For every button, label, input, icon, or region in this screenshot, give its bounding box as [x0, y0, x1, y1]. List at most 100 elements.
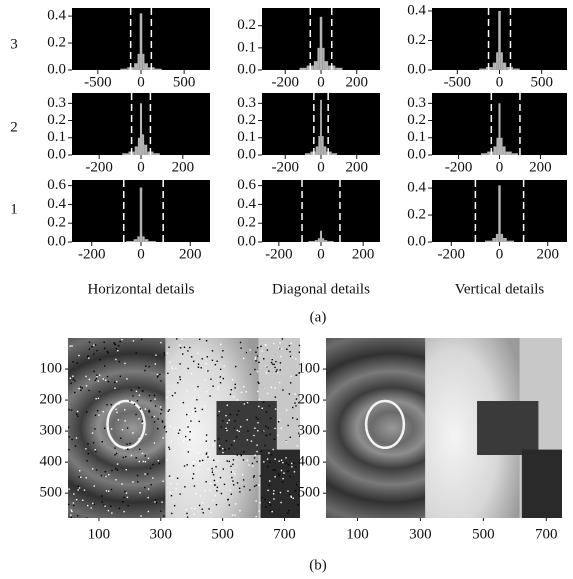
speckle — [68, 488, 70, 490]
histogram-bar — [513, 68, 520, 70]
y-tick-label: 0.4 — [47, 8, 66, 24]
speckle — [229, 393, 232, 396]
x-tick-label: -500 — [84, 74, 112, 90]
y-tick-label: 0.2 — [407, 32, 426, 48]
speckle — [113, 343, 116, 345]
speckle — [240, 453, 242, 456]
speckle — [141, 420, 144, 423]
speckle — [211, 467, 213, 470]
x-tick-label: 0 — [496, 246, 504, 262]
speckle — [148, 410, 150, 413]
speckle — [289, 351, 291, 353]
speckle — [160, 412, 162, 415]
speckle — [158, 462, 160, 465]
speckle — [129, 400, 131, 402]
speckle — [272, 448, 274, 451]
speckle — [258, 361, 260, 364]
x-tick-label: 200 — [179, 246, 202, 262]
speckle — [246, 402, 249, 404]
speckle — [167, 391, 169, 393]
dark-column — [260, 449, 300, 518]
speckle — [166, 459, 168, 461]
speckle — [115, 408, 117, 411]
speckle — [94, 379, 96, 381]
histogram-bar — [322, 47, 325, 70]
speckle — [289, 355, 292, 358]
histogram-bar — [331, 153, 338, 155]
speckle — [278, 475, 281, 477]
y-tick-label: 300 — [40, 423, 63, 439]
speckle — [266, 392, 269, 395]
speckle — [254, 427, 256, 429]
histogram-bar — [148, 241, 156, 242]
speckle — [225, 427, 227, 430]
speckle — [273, 490, 275, 492]
speckle — [218, 410, 220, 413]
speckle — [175, 367, 177, 370]
speckle — [272, 493, 275, 495]
x-tick-label: 0 — [137, 159, 145, 175]
speckle — [205, 391, 208, 393]
speckle — [276, 369, 278, 371]
speckle — [157, 427, 159, 430]
y-tick-label: 0.1 — [407, 129, 426, 145]
y-tick-label: 100 — [40, 360, 63, 376]
speckle — [163, 352, 165, 354]
x-tick-label: 300 — [150, 526, 173, 542]
speckle — [222, 420, 224, 422]
speckle — [86, 411, 88, 413]
speckle — [201, 358, 203, 360]
speckle — [290, 496, 293, 498]
speckle — [258, 398, 261, 401]
speckle — [231, 476, 233, 479]
speckle — [265, 411, 268, 413]
histogram-bar — [335, 67, 343, 70]
speckle — [87, 452, 89, 455]
speckle — [98, 414, 100, 416]
speckle — [142, 460, 144, 463]
x-tick-label: 0 — [496, 159, 504, 175]
speckle — [154, 498, 157, 501]
speckle — [147, 473, 149, 475]
speckle — [249, 373, 252, 376]
x-tick-label: 500 — [530, 74, 553, 90]
speckle — [217, 414, 219, 417]
histogram-bar — [511, 153, 518, 155]
speckle — [280, 459, 283, 461]
histogram-bar — [318, 136, 321, 155]
speckle — [154, 398, 156, 400]
speckle — [257, 347, 259, 349]
speckle — [258, 405, 260, 408]
speckle — [278, 492, 281, 494]
speckle — [124, 420, 126, 422]
speckle — [127, 448, 129, 450]
speckle — [126, 443, 128, 446]
speckle — [149, 467, 152, 470]
speckle — [264, 444, 266, 447]
speckle — [270, 453, 273, 456]
x-tick-label: 0 — [496, 74, 504, 90]
speckle — [166, 352, 169, 354]
speckle — [126, 378, 128, 380]
speckle — [295, 358, 297, 360]
speckle — [201, 408, 204, 411]
speckle — [222, 468, 225, 470]
y-tick-label: 0.0 — [237, 61, 256, 77]
y-tick-label: 0.3 — [47, 95, 66, 111]
histogram-bar — [324, 240, 328, 242]
speckle — [234, 473, 236, 475]
speckle — [268, 452, 270, 454]
speckle — [205, 434, 208, 436]
speckle — [207, 468, 209, 470]
speckle — [127, 504, 129, 507]
speckle — [184, 486, 186, 488]
speckle — [70, 509, 73, 511]
speckle — [138, 418, 140, 420]
speckle — [287, 463, 290, 466]
speckle — [186, 390, 188, 392]
speckle — [252, 476, 255, 478]
speckle — [74, 380, 76, 382]
speckle — [92, 502, 94, 505]
speckle — [104, 365, 106, 367]
speckle — [287, 424, 289, 427]
